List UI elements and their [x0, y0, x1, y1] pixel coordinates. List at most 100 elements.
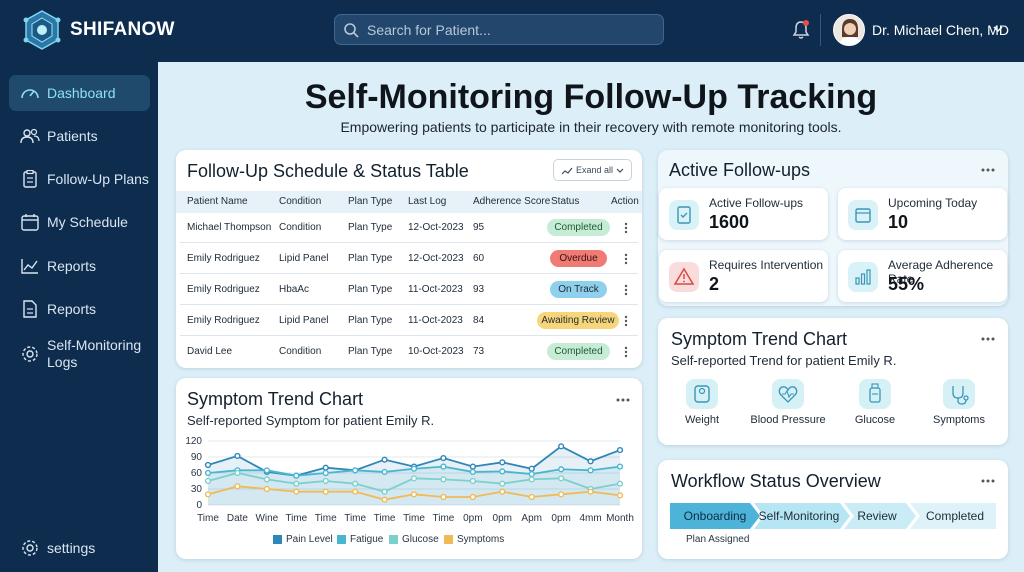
- data-point[interactable]: [234, 483, 241, 490]
- avatar[interactable]: [833, 14, 865, 46]
- data-point[interactable]: [558, 443, 565, 450]
- stat-card-average-adherence[interactable]: Average Adherence Rate 55%: [838, 250, 1007, 302]
- data-point[interactable]: [204, 469, 212, 477]
- data-point[interactable]: [499, 468, 506, 475]
- data-point[interactable]: [528, 465, 535, 472]
- data-point[interactable]: [558, 475, 565, 482]
- data-point[interactable]: [410, 465, 418, 472]
- data-point[interactable]: [440, 454, 447, 462]
- scale-icon[interactable]: [686, 379, 718, 409]
- data-point[interactable]: [587, 467, 594, 474]
- sidebar-item-settings[interactable]: settings: [9, 530, 150, 566]
- workflow-step-review[interactable]: Review: [857, 509, 897, 523]
- sidebar-item-reports-documents[interactable]: Reports: [9, 291, 150, 327]
- data-point[interactable]: [234, 452, 241, 460]
- data-point[interactable]: [381, 456, 388, 463]
- data-point[interactable]: [499, 480, 506, 487]
- sidebar-item-follow-up-plans[interactable]: Follow-Up Plans: [9, 161, 150, 197]
- sidebar-item-my-schedule[interactable]: My Schedule: [9, 204, 150, 240]
- sidebar-item-patients[interactable]: Patients: [9, 118, 150, 154]
- data-point[interactable]: [558, 466, 565, 473]
- data-point[interactable]: [469, 477, 476, 485]
- stat-card-requires-intervention[interactable]: Requires Intervention 2: [659, 250, 828, 302]
- data-point[interactable]: [381, 496, 388, 503]
- expand-all-button[interactable]: Exand all: [553, 159, 632, 181]
- data-point[interactable]: [499, 459, 506, 466]
- data-point[interactable]: [322, 464, 329, 471]
- data-point[interactable]: [204, 461, 212, 469]
- data-point[interactable]: [322, 477, 329, 485]
- more-options-icon[interactable]: [980, 478, 996, 484]
- data-point[interactable]: [293, 488, 300, 495]
- metric-label-symptoms[interactable]: Symptoms: [933, 414, 985, 426]
- stat-card-active-followups[interactable]: Active Follow-ups 1600: [659, 188, 828, 240]
- col-last-log[interactable]: Last Log: [408, 196, 447, 207]
- metric-label-glucose[interactable]: Glucose: [854, 414, 896, 426]
- data-point[interactable]: [499, 488, 506, 495]
- row-action-menu-icon[interactable]: [624, 253, 628, 265]
- user-name[interactable]: Dr. Michael Chen, MD: [872, 22, 1009, 38]
- data-point[interactable]: [558, 491, 565, 498]
- data-point[interactable]: [616, 480, 624, 487]
- more-options-icon[interactable]: [980, 167, 996, 173]
- metric-label-weight[interactable]: Weight: [684, 414, 720, 426]
- data-point[interactable]: [587, 488, 594, 495]
- data-point[interactable]: [322, 488, 329, 495]
- search-input[interactable]: Search for Patient...: [367, 21, 491, 38]
- col-adherence-score[interactable]: Adherence Score: [473, 196, 551, 207]
- col-action[interactable]: Action: [611, 196, 639, 207]
- search-box[interactable]: Search for Patient...: [334, 14, 664, 45]
- data-point[interactable]: [234, 469, 241, 477]
- data-point[interactable]: [587, 458, 594, 465]
- data-point[interactable]: [263, 485, 270, 493]
- row-action-menu-icon[interactable]: [624, 346, 628, 358]
- data-point[interactable]: [381, 488, 388, 495]
- data-point[interactable]: [616, 446, 624, 454]
- data-point[interactable]: [204, 491, 212, 498]
- data-point[interactable]: [263, 476, 270, 483]
- workflow-step-self-monitoring[interactable]: Self-Monitoring: [758, 509, 840, 523]
- data-point[interactable]: [293, 480, 300, 487]
- row-action-menu-icon[interactable]: [624, 284, 628, 296]
- data-point[interactable]: [616, 463, 624, 470]
- data-point[interactable]: [440, 463, 447, 470]
- data-point[interactable]: [440, 493, 447, 501]
- data-point[interactable]: [352, 480, 359, 487]
- col-condition[interactable]: Condition: [279, 196, 322, 207]
- data-point[interactable]: [469, 493, 476, 501]
- data-point[interactable]: [352, 467, 359, 474]
- data-point[interactable]: [469, 463, 476, 470]
- data-point[interactable]: [263, 467, 270, 474]
- data-point[interactable]: [410, 475, 418, 482]
- workflow-step-completed[interactable]: Completed: [925, 509, 985, 523]
- more-options-icon[interactable]: [615, 397, 631, 403]
- sidebar-item-reports[interactable]: Reports: [9, 248, 150, 284]
- data-point[interactable]: [528, 470, 535, 478]
- data-point[interactable]: [469, 468, 476, 476]
- data-point[interactable]: [204, 477, 212, 485]
- sidebar-item-dashboard[interactable]: Dashboard: [9, 75, 150, 111]
- col-patient-name[interactable]: Patient Name: [187, 196, 248, 207]
- stat-card-upcoming-today[interactable]: Upcoming Today 10: [838, 188, 1007, 240]
- workflow-step-onboarding[interactable]: Onboarding: [683, 509, 747, 523]
- chevron-down-icon[interactable]: [992, 23, 1004, 35]
- data-point[interactable]: [410, 491, 418, 498]
- sidebar-item-self-monitoring-logs[interactable]: Self-Monitoring Logs: [9, 334, 150, 374]
- heart-pulse-icon[interactable]: [772, 379, 804, 409]
- more-options-icon[interactable]: [980, 336, 996, 342]
- notification-bell-icon[interactable]: [792, 20, 810, 40]
- stethoscope-icon[interactable]: [943, 379, 975, 409]
- data-point[interactable]: [616, 492, 624, 499]
- row-action-menu-icon[interactable]: [624, 222, 628, 234]
- data-point[interactable]: [528, 493, 535, 501]
- data-point[interactable]: [352, 488, 359, 495]
- data-point[interactable]: [381, 468, 388, 476]
- metric-label-blood-pressure[interactable]: Blood Pressure: [750, 414, 826, 426]
- data-point[interactable]: [322, 469, 329, 477]
- col-plan-type[interactable]: Plan Type: [348, 196, 393, 207]
- data-point[interactable]: [440, 476, 447, 483]
- col-status[interactable]: Status: [551, 196, 580, 207]
- data-point[interactable]: [528, 476, 535, 483]
- glucose-meter-icon[interactable]: [859, 379, 891, 409]
- row-action-menu-icon[interactable]: [624, 315, 628, 327]
